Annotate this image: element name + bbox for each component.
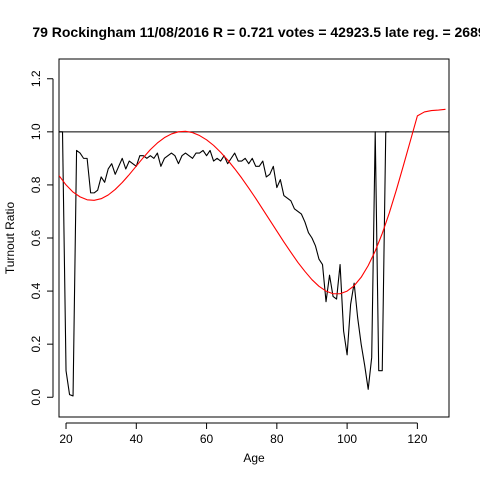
x-axis: 20 40 60 80 100 120 (59, 422, 428, 446)
y-axis-label: Turnout Ratio (3, 202, 17, 275)
y-axis: 0.0 0.2 0.4 0.6 0.8 1.0 1.2 (29, 70, 54, 406)
x-tick-label: 120 (407, 432, 427, 446)
x-tick-label: 60 (200, 432, 214, 446)
chart-title: 79 Rockingham 11/08/2016 R = 0.721 votes… (32, 24, 480, 40)
y-tick-label: 1.2 (29, 70, 43, 87)
x-tick-label: 40 (130, 432, 144, 446)
y-tick-label: 0.8 (29, 176, 43, 193)
y-tick-label: 0.6 (29, 229, 43, 246)
y-tick-label: 0.4 (29, 282, 43, 299)
x-axis-label: Age (243, 451, 265, 465)
plot-area (59, 108, 449, 397)
x-tick-label: 80 (270, 432, 284, 446)
y-tick-label: 0.2 (29, 336, 43, 353)
x-tick-label: 20 (59, 432, 73, 446)
x-tick-label: 100 (337, 432, 357, 446)
y-tick-label: 0.0 (29, 389, 43, 406)
plot-frame (58, 58, 450, 418)
y-tick-label: 1.0 (29, 123, 43, 140)
fitted-curve-line (59, 108, 446, 295)
